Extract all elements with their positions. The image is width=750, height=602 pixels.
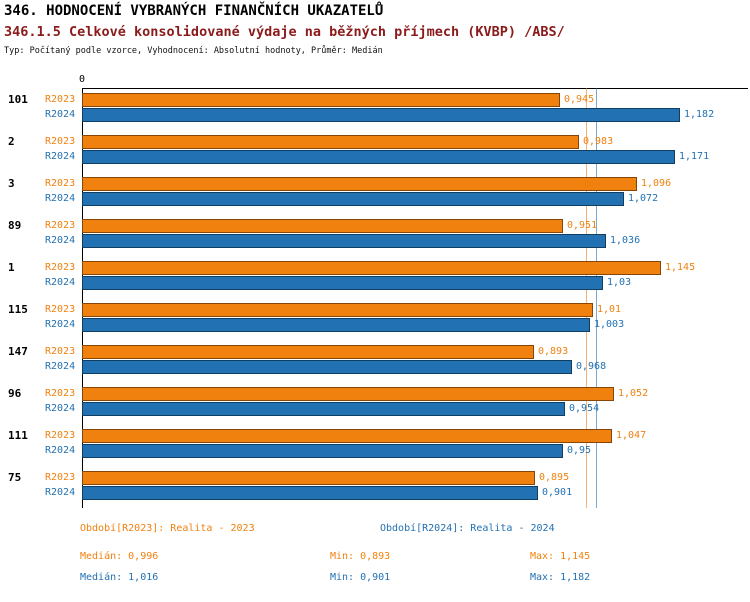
x-axis-zero-label: 0 (78, 74, 86, 85)
row-label-89: 89 (8, 219, 22, 232)
bar-value-r2024-75: 0,901 (542, 487, 573, 498)
bar-r2023-115 (82, 303, 593, 317)
bar-r2024-3 (82, 192, 624, 206)
bar-r2024-1 (82, 276, 603, 290)
series-label-r2023-96: R2023 (45, 388, 76, 399)
bar-r2024-147 (82, 360, 572, 374)
bar-r2023-3 (82, 177, 637, 191)
bar-r2023-101 (82, 93, 560, 107)
series-label-r2023-101: R2023 (45, 94, 76, 105)
bar-r2024-115 (82, 318, 590, 332)
bar-value-r2023-3: 1,096 (641, 178, 672, 189)
series-label-r2024-1: R2024 (45, 277, 76, 288)
bar-value-r2024-96: 0,954 (569, 403, 600, 414)
series-label-r2024-115: R2024 (45, 319, 76, 330)
bar-r2023-147 (82, 345, 534, 359)
bar-value-r2023-101: 0,945 (564, 94, 595, 105)
bar-value-r2024-3: 1,072 (628, 193, 659, 204)
bar-r2023-89 (82, 219, 563, 233)
bar-value-r2023-111: 1,047 (616, 430, 647, 441)
page-title: 346. HODNOCENÍ VYBRANÝCH FINANČNÍCH UKAZ… (4, 3, 384, 19)
legend-r2023-max: Max: 1,145 (530, 551, 591, 562)
bar-value-r2024-111: 0,95 (567, 445, 592, 456)
bar-r2023-111 (82, 429, 612, 443)
bar-value-r2024-1: 1,03 (607, 277, 632, 288)
chart-meta-line: Typ: Počítaný podle vzorce, Vyhodnocení:… (4, 46, 383, 56)
chart-subtitle: 346.1.5 Celkové konsolidované výdaje na … (4, 24, 565, 40)
series-label-r2024-75: R2024 (45, 487, 76, 498)
bar-r2024-111 (82, 444, 563, 458)
legend-r2024-label: Období[R2024]: Realita - 2024 (380, 523, 555, 534)
series-label-r2024-111: R2024 (45, 445, 76, 456)
bar-value-r2024-147: 0,968 (576, 361, 607, 372)
series-label-r2023-75: R2023 (45, 472, 76, 483)
bar-r2023-1 (82, 261, 661, 275)
row-label-2: 2 (8, 135, 15, 148)
legend-r2024-max: Max: 1,182 (530, 572, 591, 583)
row-label-96: 96 (8, 387, 22, 400)
row-label-75: 75 (8, 471, 22, 484)
series-label-r2024-101: R2024 (45, 109, 76, 120)
bar-value-r2024-101: 1,182 (684, 109, 715, 120)
series-label-r2023-3: R2023 (45, 178, 76, 189)
bar-value-r2024-115: 1,003 (594, 319, 625, 330)
row-label-111: 111 (8, 429, 28, 442)
series-label-r2023-111: R2023 (45, 430, 76, 441)
bar-r2024-75 (82, 486, 538, 500)
bar-value-r2023-2: 0,983 (583, 136, 614, 147)
bar-r2023-75 (82, 471, 535, 485)
bar-r2023-96 (82, 387, 614, 401)
series-label-r2023-1: R2023 (45, 262, 76, 273)
bar-r2023-2 (82, 135, 579, 149)
bar-value-r2023-75: 0,895 (539, 472, 570, 483)
row-label-115: 115 (8, 303, 28, 316)
plot-area: 0,945 1,182 0,983 1,171 1,096 1,072 0,951 1,036… (82, 88, 748, 508)
bar-r2024-101 (82, 108, 680, 122)
series-label-r2024-89: R2024 (45, 235, 76, 246)
series-label-r2023-2: R2023 (45, 136, 76, 147)
series-label-r2024-147: R2024 (45, 361, 76, 372)
series-label-r2024-96: R2024 (45, 403, 76, 414)
bar-r2024-96 (82, 402, 565, 416)
bar-value-r2023-96: 1,052 (618, 388, 649, 399)
bar-value-r2024-2: 1,171 (679, 151, 710, 162)
bar-r2024-2 (82, 150, 675, 164)
series-label-r2023-89: R2023 (45, 220, 76, 231)
legend-r2023-median: Medián: 0,996 (80, 551, 159, 562)
bar-value-r2023-147: 0,893 (538, 346, 569, 357)
legend-r2023-min: Min: 0,893 (330, 551, 391, 562)
series-label-r2024-2: R2024 (45, 151, 76, 162)
series-label-r2023-147: R2023 (45, 346, 76, 357)
row-label-101: 101 (8, 93, 28, 106)
legend-r2024-min: Min: 0,901 (330, 572, 391, 583)
row-label-1: 1 (8, 261, 15, 274)
median-line-r2023 (586, 88, 587, 508)
median-line-r2024 (596, 88, 597, 508)
bar-value-r2024-89: 1,036 (610, 235, 641, 246)
bar-r2024-89 (82, 234, 606, 248)
bar-value-r2023-115: 1,01 (597, 304, 622, 315)
series-label-r2023-115: R2023 (45, 304, 76, 315)
row-label-3: 3 (8, 177, 15, 190)
legend-r2023-label: Období[R2023]: Realita - 2023 (80, 523, 255, 534)
bar-value-r2023-1: 1,145 (665, 262, 696, 273)
series-label-r2024-3: R2024 (45, 193, 76, 204)
y-axis-line (82, 88, 83, 508)
legend-r2024-median: Medián: 1,016 (80, 572, 159, 583)
x-axis-line (82, 88, 748, 89)
bar-value-r2023-89: 0,951 (567, 220, 598, 231)
row-label-147: 147 (8, 345, 28, 358)
